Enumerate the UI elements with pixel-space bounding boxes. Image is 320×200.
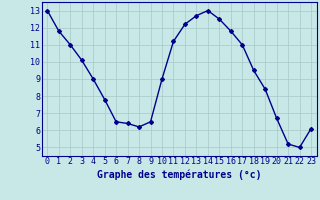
X-axis label: Graphe des températures (°c): Graphe des températures (°c) xyxy=(97,169,261,180)
